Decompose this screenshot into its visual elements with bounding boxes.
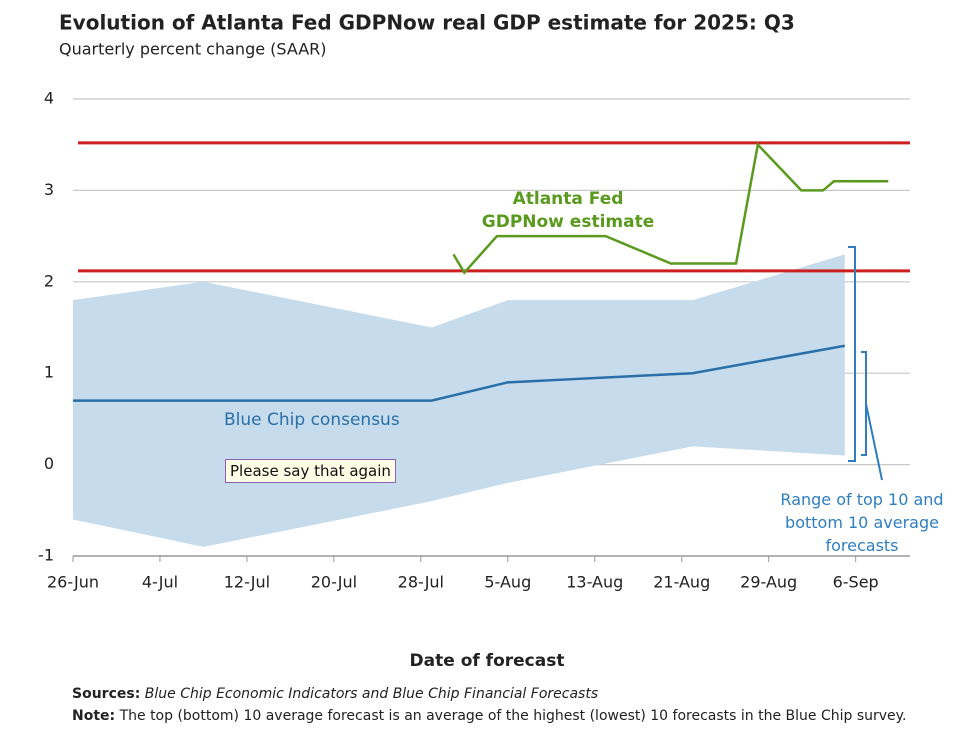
sources-label: Sources: xyxy=(72,686,140,702)
y-tick-label: -1 xyxy=(38,546,54,565)
y-tick-label: 3 xyxy=(44,180,54,199)
x-tick-label: 12-Jul xyxy=(224,573,270,592)
x-axis-label: Date of forecast xyxy=(410,651,565,671)
x-tick-label: 6-Sep xyxy=(833,573,879,592)
note-label: Note: xyxy=(72,708,115,724)
x-tick-label: 4-Jul xyxy=(142,573,178,592)
series-line xyxy=(452,142,889,275)
chart-title: Evolution of Atlanta Fed GDPNow real GDP… xyxy=(59,11,795,35)
y-tick-label: 0 xyxy=(44,454,54,473)
footnote: Sources: Blue Chip Economic Indicators a… xyxy=(72,686,598,702)
chart-subtitle: Quarterly percent change (SAAR) xyxy=(59,40,327,59)
x-tick-label: 26-Jun xyxy=(47,573,99,592)
bracket xyxy=(848,246,856,462)
x-tick-label: 21-Aug xyxy=(653,573,710,592)
sources: Blue Chip Economic Indicators and Blue C… xyxy=(145,686,598,702)
y-tick-label: 4 xyxy=(44,89,54,108)
footnote: Note: The top (bottom) 10 average foreca… xyxy=(72,708,906,724)
series-label: Atlanta Fed GDPNow estimate xyxy=(481,189,655,232)
series-line xyxy=(73,344,846,402)
x-tick-label: 29-Aug xyxy=(740,573,797,592)
y-tick-label: 1 xyxy=(44,363,54,382)
note: The top (bottom) 10 average forecast is … xyxy=(119,708,907,724)
tooltip: Please say that again xyxy=(225,459,396,483)
y-tick-label: 2 xyxy=(44,271,54,290)
bracket xyxy=(861,351,883,481)
series-label: Blue Chip consensus xyxy=(224,410,400,430)
x-tick-label: 5-Aug xyxy=(484,573,531,592)
x-tick-label: 28-Jul xyxy=(398,573,444,592)
x-tick-label: 20-Jul xyxy=(311,573,357,592)
x-tick-label: 13-Aug xyxy=(566,573,623,592)
band-label: Range of top 10 and bottom 10 average fo… xyxy=(780,490,944,555)
